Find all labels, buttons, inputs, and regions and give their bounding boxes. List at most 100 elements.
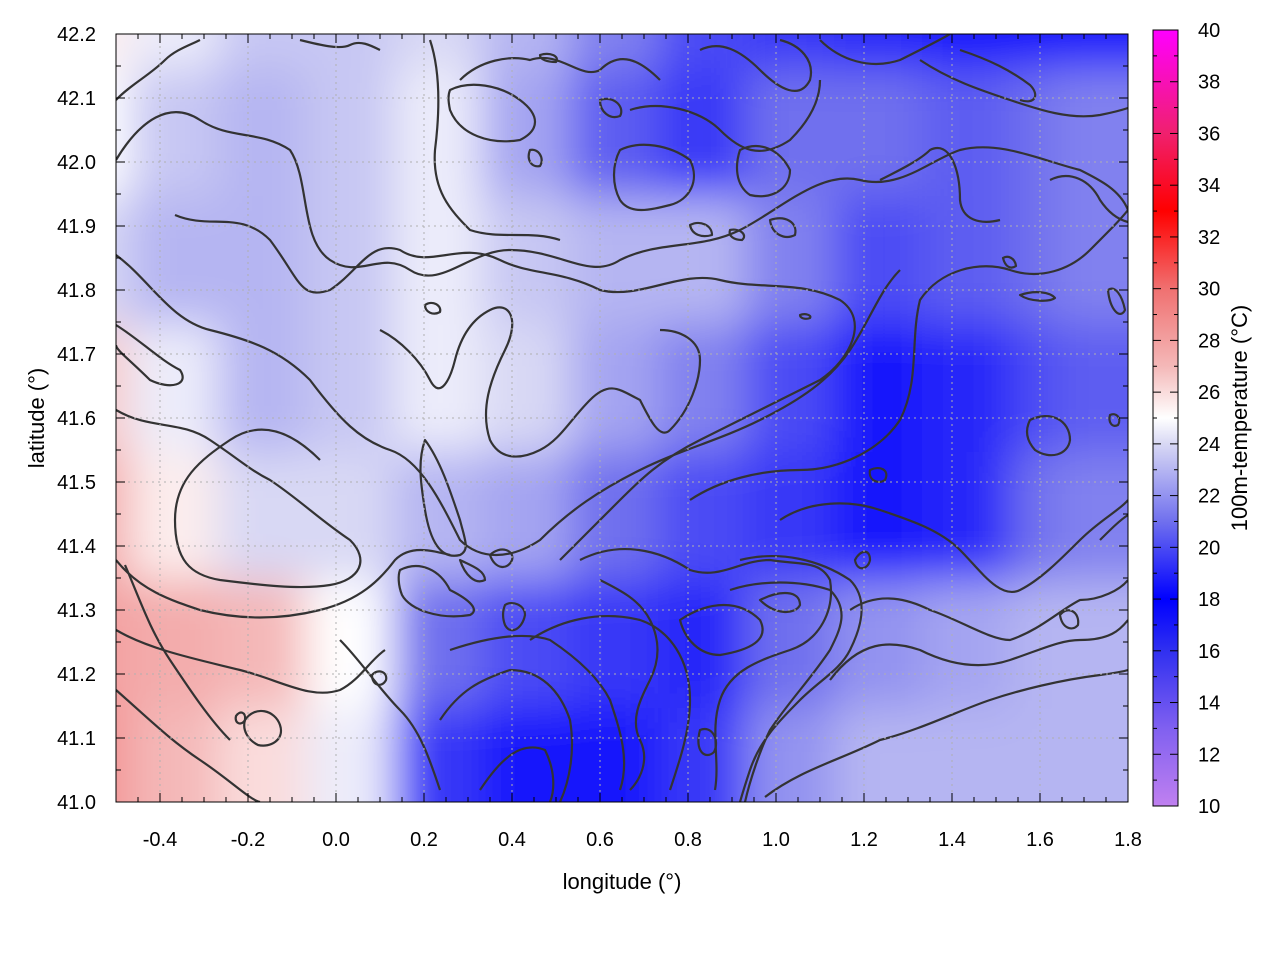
contour-line	[529, 614, 692, 791]
contour-line	[116, 409, 362, 589]
x-tick-label: 0.0	[322, 829, 350, 851]
contour-line	[299, 38, 381, 51]
contour-line	[1025, 415, 1072, 457]
contour-line	[768, 217, 797, 238]
y-tick-label: 41.5	[57, 472, 96, 494]
axis-ticks	[115, 33, 1129, 803]
contour-line	[339, 639, 442, 791]
contour-line	[598, 97, 623, 119]
y-tick-label: 41.7	[57, 344, 96, 366]
contour-line	[798, 313, 812, 320]
y-tick-label: 41.4	[57, 536, 96, 558]
colorbar-tick-label: 10	[1198, 796, 1220, 818]
contour-line	[697, 727, 718, 757]
contour-line	[612, 143, 695, 212]
contour-line	[579, 548, 833, 791]
contour-line	[116, 111, 1128, 277]
contour-line	[1108, 413, 1121, 427]
contour-line	[379, 306, 702, 458]
contour-line	[397, 565, 475, 618]
colorbar-tick-label: 20	[1198, 537, 1220, 559]
y-tick-label: 42.1	[57, 88, 96, 110]
x-axis-tick-labels: -0.4 -0.2 0.0 0.2 0.4 0.6 0.8 1.0 1.2 1.4 1.6 1.8	[143, 829, 1142, 851]
contour-line	[428, 39, 561, 242]
contour-line	[449, 634, 626, 791]
contour-line	[599, 579, 659, 791]
contour-line	[116, 629, 386, 694]
contour-line	[423, 301, 442, 315]
contour-line	[735, 145, 792, 198]
contour-line	[849, 579, 1128, 642]
contour-line	[764, 668, 1128, 798]
x-tick-label: 1.2	[850, 829, 878, 851]
x-tick-label: 1.0	[762, 829, 790, 851]
temperature-field	[116, 34, 1128, 802]
colorbar-tick-label: 36	[1198, 123, 1220, 145]
x-tick-label: -0.4	[143, 829, 177, 851]
contour-line	[678, 603, 764, 657]
colorbar-tick-labels: 10 12 14 16 18 20 22 24 26 28 30 32 34 36 38 40	[1198, 20, 1220, 818]
contour-line	[779, 499, 1128, 593]
x-tick-label: 0.4	[498, 829, 526, 851]
y-tick-label: 41.0	[57, 792, 96, 814]
contour-line	[116, 689, 261, 802]
contour-line	[819, 34, 951, 65]
contour-line	[853, 550, 872, 570]
x-tick-label: 0.6	[586, 829, 614, 851]
contour-line	[234, 711, 247, 725]
contour-line	[439, 668, 574, 802]
colorbar-tick-label: 38	[1198, 72, 1220, 94]
x-tick-label: 0.8	[674, 829, 702, 851]
x-tick-label: -0.2	[231, 829, 265, 851]
contour-line	[419, 438, 467, 557]
contour-line	[699, 38, 813, 92]
x-tick-label: 1.6	[1026, 829, 1054, 851]
colorbar	[1152, 29, 1179, 807]
colorbar-tick-label: 30	[1198, 279, 1220, 301]
contour-line	[1049, 175, 1128, 224]
contour-line	[243, 709, 283, 747]
colorbar-tick-label: 32	[1198, 227, 1220, 249]
y-axis-title: latitude (°)	[24, 368, 49, 469]
contour-line	[459, 57, 661, 81]
x-axis-title: longitude (°)	[563, 869, 682, 894]
x-tick-label: 0.2	[410, 829, 438, 851]
contour-line	[959, 48, 1037, 103]
contour-line	[1099, 514, 1128, 541]
x-tick-label: 1.8	[1114, 829, 1142, 851]
y-tick-label: 41.9	[57, 216, 96, 238]
contour-line	[488, 548, 514, 568]
contour-line	[919, 59, 1128, 118]
colorbar-tick-label: 22	[1198, 486, 1220, 508]
contour-line	[116, 548, 451, 619]
contour-line	[758, 592, 802, 613]
colorbar-tick-label: 12	[1198, 744, 1220, 766]
colorbar-title: 100m-temperature (°C)	[1227, 305, 1252, 531]
contour-line	[738, 554, 863, 802]
y-tick-label: 42.0	[57, 152, 96, 174]
contour-line	[538, 52, 558, 64]
contour-line	[116, 39, 201, 101]
colorbar-ticks	[1153, 29, 1178, 807]
contour-line	[1018, 291, 1057, 302]
colorbar-tick-label: 28	[1198, 330, 1220, 352]
y-tick-label: 42.2	[57, 24, 96, 46]
y-axis-tick-labels: 41.0 41.1 41.2 41.3 41.4 41.5 41.6 41.7 41.8 41.9…	[57, 24, 96, 814]
contour-line	[458, 558, 487, 583]
temperature-contours	[116, 34, 1128, 802]
colorbar-tick-label: 40	[1198, 20, 1220, 42]
contour-line	[370, 670, 388, 686]
colorbar-tick-label: 16	[1198, 641, 1220, 663]
contour-line	[116, 254, 901, 557]
contour-line	[527, 148, 543, 168]
contour-line	[728, 228, 746, 242]
contour-line	[502, 601, 527, 632]
colorbar-tick-label: 18	[1198, 589, 1220, 611]
y-tick-label: 41.3	[57, 600, 96, 622]
contour-line	[1001, 255, 1018, 269]
colorbar-tick-label: 34	[1198, 175, 1220, 197]
x-tick-label: 1.4	[938, 829, 966, 851]
contour-line	[829, 619, 1128, 681]
contour-line	[123, 564, 231, 741]
